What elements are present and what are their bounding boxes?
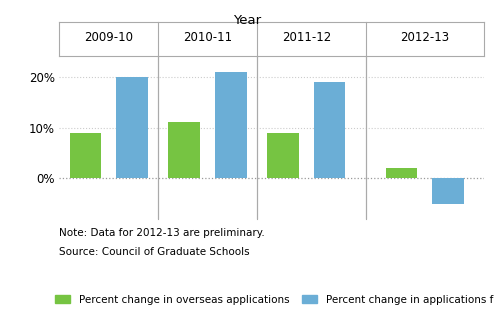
Text: 2009-10: 2009-10 (84, 31, 133, 44)
Bar (314, 82, 345, 178)
Legend: Percent change in overseas applications, Percent change in applications from Chi: Percent change in overseas applications,… (55, 295, 494, 305)
Text: 2012-13: 2012-13 (400, 31, 450, 44)
Bar (432, 178, 464, 204)
Text: Note: Data for 2012-13 are preliminary.: Note: Data for 2012-13 are preliminary. (59, 228, 265, 239)
Bar (168, 122, 200, 178)
Text: Year: Year (233, 14, 261, 27)
Bar (116, 77, 148, 178)
Text: 2011-12: 2011-12 (282, 31, 331, 44)
Text: 2010-11: 2010-11 (183, 31, 232, 44)
Bar (215, 72, 247, 178)
Text: Source: Council of Graduate Schools: Source: Council of Graduate Schools (59, 247, 250, 257)
Bar (386, 168, 417, 178)
Bar (70, 133, 101, 178)
Bar (267, 133, 299, 178)
